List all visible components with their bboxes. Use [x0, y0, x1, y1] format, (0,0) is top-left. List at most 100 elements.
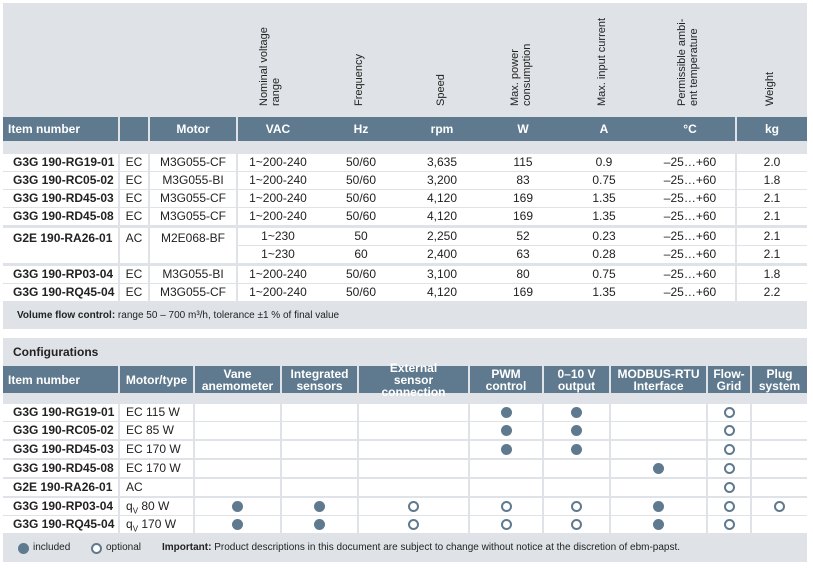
spec-divider — [148, 154, 150, 301]
cfg-motor-sub: V — [132, 506, 139, 516]
important-text: Product descriptions in this document ar… — [211, 542, 681, 553]
cfg-mark-cell — [470, 479, 542, 496]
cfg-col-modbus: MODBUS-RTU Interface — [617, 366, 700, 393]
spec-cell-weight: 1.8 — [763, 267, 781, 281]
cfg-mark-cell — [195, 422, 280, 439]
spec-cell-weight: 2.1 — [763, 247, 781, 261]
specs-header-bar: Item number Motor VAC Hz rpm W A °C kg — [3, 117, 807, 141]
legend-optional-label: optional — [106, 542, 142, 553]
cfg-mark-cell — [708, 516, 750, 533]
cfg-mark-cell — [708, 404, 750, 421]
cfg-motor-sub: V — [132, 524, 139, 534]
rot-header-current: Max. input current — [596, 17, 608, 106]
optional-circle-icon — [501, 519, 512, 530]
spec-cell-type: EC — [125, 285, 143, 299]
cfg-col-motor-type: Motor/type — [125, 372, 188, 387]
cfg-mark-cell — [611, 516, 706, 533]
cfg-mark-cell — [752, 441, 807, 458]
spec-cell-power: 52 — [516, 229, 530, 243]
optional-circle-icon — [408, 501, 419, 512]
cfg-mark-cell — [708, 460, 750, 477]
spec-cell-power: 80 — [516, 267, 530, 281]
optional-circle-icon — [501, 501, 512, 512]
spec-row: G3G 190-RD45-03 EC M3G055-CF 1~200-240 50/60… — [3, 190, 807, 207]
spec-cell-speed: 2,250 — [426, 229, 458, 243]
spec-cell-motor: M3G055-BI — [162, 267, 224, 281]
col-motor: Motor — [176, 122, 210, 136]
cfg-mark-cell — [752, 404, 807, 421]
spec-cell-current: 1.35 — [592, 191, 616, 205]
cfg-col-vane-anemometer: Vane anemometer — [201, 366, 274, 393]
spec-cell-frequency: 50 — [354, 229, 368, 243]
optional-circle-icon — [724, 407, 735, 418]
spec-cell-voltage: 1~230 — [261, 229, 295, 243]
config-row: G3G 190-RD45-08 EC 170 W — [3, 460, 807, 477]
cfg-mark-cell — [544, 441, 609, 458]
col-vac: VAC — [265, 122, 291, 136]
rot-header-speed: Speed — [435, 74, 447, 106]
spec-cell-frequency: 50/60 — [345, 173, 377, 187]
important-note: Important: Product descriptions in this … — [162, 542, 680, 553]
spec-cell-voltage: 1~200-240 — [249, 173, 307, 187]
cfg-mark-cell — [708, 422, 750, 439]
spec-cell-motor: M3G055-CF — [159, 209, 227, 223]
cfg-mark-cell — [470, 498, 542, 515]
spec-row: G3G 190-RC05-02 EC M3G055-BI 1~200-240 50/60… — [3, 172, 807, 189]
cfg-mark-cell — [282, 479, 357, 496]
rot-header-temperature: Permissible ambi-ent temperature — [676, 18, 700, 106]
spec-cell-speed: 3,100 — [426, 267, 458, 281]
spec-cell-voltage: 1~200-240 — [249, 285, 307, 299]
spec-cell-type: EC — [125, 155, 143, 169]
spec-cell-speed: 2,400 — [426, 247, 458, 261]
cfg-col-0-10v: 0–10 V output — [557, 366, 596, 393]
cfg-mark-cell — [470, 422, 542, 439]
config-row: G2E 190-RA26-01 AC — [3, 479, 807, 496]
optional-circle-icon — [724, 425, 735, 436]
cfg-item-number: G3G 190-RD45-08 — [3, 460, 118, 477]
included-dot-icon — [501, 407, 512, 418]
cfg-mark-cell — [195, 479, 280, 496]
cfg-item-number: G3G 190-RD45-03 — [3, 441, 118, 458]
cfg-mark-cell — [752, 460, 807, 477]
spec-cell-speed: 4,120 — [426, 209, 458, 223]
included-dot-icon — [232, 519, 243, 530]
rot-header-weight: Weight — [764, 71, 776, 106]
spec-cell-type: EC — [125, 267, 143, 281]
spec-cell-temperature: –25…+60 — [663, 191, 717, 205]
cfg-motor-type: EC 170 W — [120, 460, 193, 477]
included-dot-icon — [501, 444, 512, 455]
cfg-motor-q: q — [126, 499, 133, 513]
spec-cell-power: 169 — [512, 285, 534, 299]
cfg-mark-cell — [611, 404, 706, 421]
cfg-col-item-number: Item number — [8, 372, 81, 387]
legend-included-dot — [18, 543, 29, 554]
cfg-col-external-sensor: External sensor connection — [381, 360, 446, 399]
spec-cell-speed: 3,635 — [426, 155, 458, 169]
spec-span-motor: M2E068-BF — [160, 231, 226, 245]
spec-cell-motor: M3G055-BI — [162, 173, 224, 187]
spec-cell-voltage: 1~200-240 — [249, 267, 307, 281]
spec-cell-voltage: 1~200-240 — [249, 155, 307, 169]
spec-cell-item-number: G3G 190-RQ45-04 — [13, 285, 115, 299]
cfg-mark-cell — [470, 516, 542, 533]
spec-cell-type: EC — [125, 191, 143, 205]
cfg-mark-cell — [611, 441, 706, 458]
cfg-mark-cell — [544, 404, 609, 421]
cfg-motor-type: qV 80 W — [120, 498, 193, 515]
spec-cell-frequency: 50/60 — [345, 209, 377, 223]
spec-cell-weight: 2.1 — [763, 209, 781, 223]
spec-cell-frequency: 50/60 — [345, 267, 377, 281]
cfg-mark-cell — [544, 498, 609, 515]
optional-circle-icon — [724, 482, 735, 493]
spec-row: G3G 190-RP03-04 EC M3G055-BI 1~200-240 50/60… — [3, 266, 807, 283]
cfg-motor-type: EC 85 W — [120, 422, 193, 439]
spec-span-cell — [150, 228, 236, 263]
spec-divider — [735, 154, 737, 301]
spec-cell-temperature: –25…+60 — [663, 285, 717, 299]
spec-cell-frequency: 50/60 — [345, 155, 377, 169]
included-dot-icon — [653, 501, 664, 512]
included-dot-icon — [571, 444, 582, 455]
spec-cell-power: 115 — [513, 155, 533, 169]
cfg-item-number: G3G 190-RG19-01 — [3, 404, 118, 421]
spec-cell-item-number: G3G 190-RD45-08 — [13, 209, 114, 223]
